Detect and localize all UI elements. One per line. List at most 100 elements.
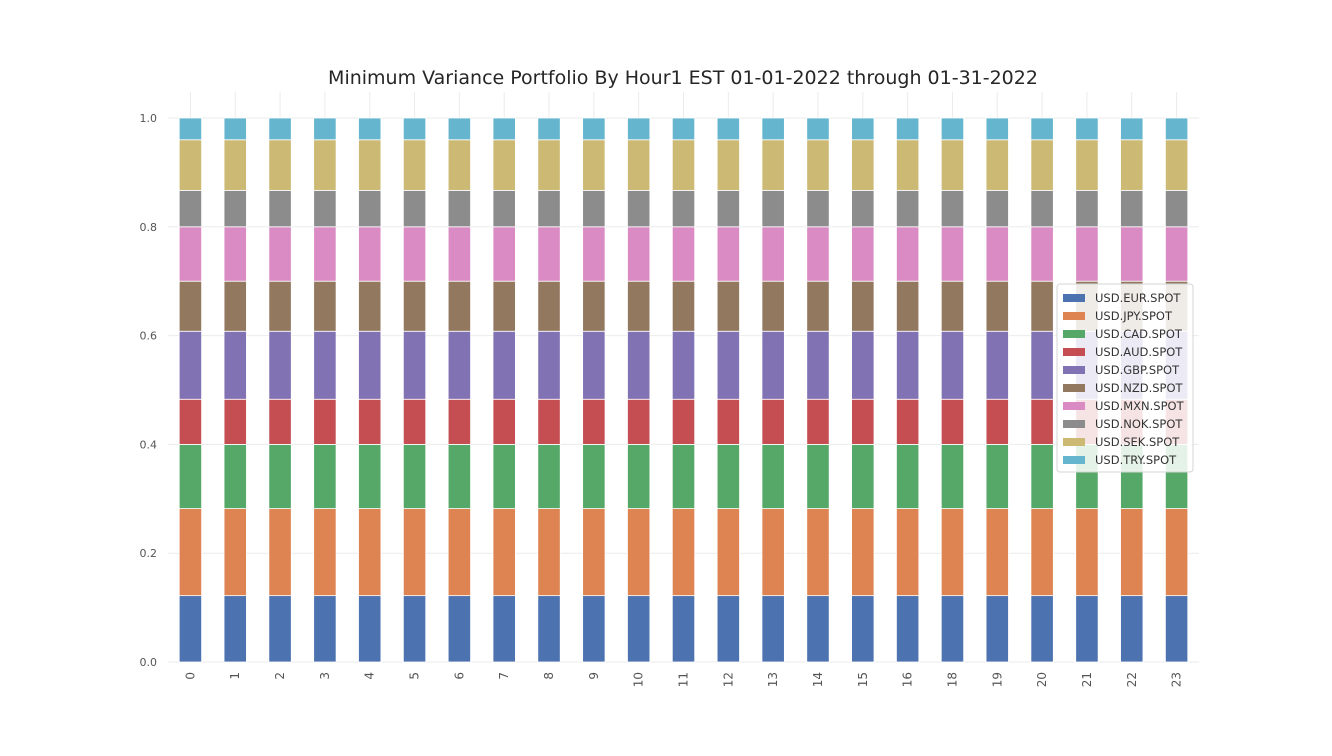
y-tick-label: 0.0 [140, 656, 158, 669]
bar-segment-usd-sek-spot [896, 139, 920, 191]
bar-segment-usd-try-spot [806, 117, 830, 141]
x-tick-label: 0 [183, 672, 197, 680]
y-tick-label: 1.0 [140, 112, 158, 125]
bar-stack-1 [223, 117, 247, 663]
bar-segment-usd-aud-spot [537, 398, 561, 445]
legend-box [1056, 283, 1194, 473]
bar-segment-usd-gbp-spot [985, 330, 1009, 400]
bar-segment-usd-nzd-spot [985, 280, 1009, 332]
bar-segment-usd-mxn-spot [1030, 226, 1054, 282]
x-tick-label: 5 [408, 672, 422, 680]
bar-segment-usd-jpy-spot [313, 508, 337, 597]
bar-segment-usd-eur-spot [537, 595, 561, 663]
bar-segment-usd-aud-spot [806, 398, 830, 445]
bar-segment-usd-try-spot [671, 117, 696, 141]
bar-stack-8 [537, 117, 561, 663]
bar-segment-usd-nok-spot [402, 189, 427, 228]
bar-segment-usd-sek-spot [985, 139, 1009, 191]
bar-segment-usd-cad-spot [940, 443, 965, 509]
bar-segment-usd-cad-spot [268, 443, 292, 509]
bar-segment-usd-gbp-spot [761, 330, 785, 400]
x-tick-label: 16 [901, 672, 915, 687]
bar-segment-usd-sek-spot [627, 139, 651, 191]
bar-segment-usd-mxn-spot [896, 226, 920, 282]
legend-label: USD.CAD.SPOT [1095, 327, 1183, 341]
bar-segment-usd-mxn-spot [582, 226, 606, 282]
bar-segment-usd-sek-spot [806, 139, 830, 191]
legend-label: USD.GBP.SPOT [1095, 363, 1180, 377]
bar-segment-usd-try-spot [761, 117, 785, 141]
bar-segment-usd-try-spot [358, 117, 382, 141]
bar-segment-usd-mxn-spot [268, 226, 292, 282]
bar-segment-usd-sek-spot [582, 139, 606, 191]
bar-segment-usd-jpy-spot [716, 508, 740, 597]
bar-segment-usd-eur-spot [627, 595, 651, 663]
bar-segment-usd-try-spot [940, 117, 965, 141]
bar-segment-usd-eur-spot [806, 595, 830, 663]
bar-segment-usd-sek-spot [313, 139, 337, 191]
bar-segment-usd-try-spot [716, 117, 740, 141]
bar-segment-usd-aud-spot [358, 398, 382, 445]
bar-stack-20 [1030, 117, 1054, 663]
bar-segment-usd-sek-spot [940, 139, 965, 191]
bar-segment-usd-jpy-spot [582, 508, 606, 597]
bar-segment-usd-try-spot [268, 117, 292, 141]
bar-segment-usd-gbp-spot [716, 330, 740, 400]
bar-segment-usd-cad-spot [178, 443, 203, 509]
bar-stack-14 [806, 117, 830, 663]
bar-segment-usd-eur-spot [492, 595, 516, 663]
bar-stack-18 [940, 117, 965, 663]
bar-segment-usd-mxn-spot [851, 226, 875, 282]
bar-segment-usd-mxn-spot [537, 226, 561, 282]
bar-segment-usd-gbp-spot [447, 330, 471, 400]
bar-segment-usd-eur-spot [223, 595, 247, 663]
legend-swatch [1063, 402, 1085, 410]
bar-segment-usd-aud-spot [761, 398, 785, 445]
bar-segment-usd-cad-spot [761, 443, 785, 509]
bar-segment-usd-jpy-spot [985, 508, 1009, 597]
x-tick-label: 18 [945, 672, 959, 687]
bar-stack-9 [582, 117, 606, 663]
bar-segment-usd-gbp-spot [178, 330, 203, 400]
bar-segment-usd-jpy-spot [761, 508, 785, 597]
bar-segment-usd-sek-spot [671, 139, 696, 191]
bar-segment-usd-try-spot [985, 117, 1009, 141]
bar-segment-usd-nok-spot [1030, 189, 1054, 228]
bar-segment-usd-cad-spot [313, 443, 337, 509]
bar-segment-usd-try-spot [851, 117, 875, 141]
bar-segment-usd-sek-spot [716, 139, 740, 191]
bar-stack-7 [492, 117, 516, 663]
bar-stack-6 [447, 117, 471, 663]
bar-segment-usd-nok-spot [268, 189, 292, 228]
legend: USD.EUR.SPOT USD.JPY.SPOT USD.CAD.SPOT USD.… [1056, 283, 1194, 473]
bar-segment-usd-mxn-spot [223, 226, 247, 282]
bar-segment-usd-sek-spot [492, 139, 516, 191]
bar-segment-usd-nok-spot [896, 189, 920, 228]
x-tick-label: 8 [542, 672, 556, 680]
bar-segment-usd-jpy-spot [940, 508, 965, 597]
bar-segment-usd-jpy-spot [1120, 508, 1144, 597]
bar-segment-usd-eur-spot [268, 595, 292, 663]
bar-segment-usd-nok-spot [1164, 189, 1189, 228]
y-tick-label: 0.6 [140, 330, 158, 343]
bar-segment-usd-mxn-spot [492, 226, 516, 282]
bar-segment-usd-eur-spot [1120, 595, 1144, 663]
bar-segment-usd-eur-spot [1075, 595, 1099, 663]
bar-segment-usd-nok-spot [582, 189, 606, 228]
legend-swatch [1063, 420, 1085, 428]
x-tick-label: 1 [228, 672, 242, 680]
bar-segment-usd-try-spot [582, 117, 606, 141]
bar-segment-usd-eur-spot [985, 595, 1009, 663]
bar-segment-usd-nok-spot [985, 189, 1009, 228]
bar-segment-usd-nzd-spot [627, 280, 651, 332]
bar-segment-usd-jpy-spot [537, 508, 561, 597]
bar-segment-usd-nok-spot [223, 189, 247, 228]
bar-segment-usd-jpy-spot [223, 508, 247, 597]
bar-stack-4 [358, 117, 382, 663]
bar-segment-usd-eur-spot [178, 595, 203, 663]
bar-segment-usd-eur-spot [1164, 595, 1189, 663]
x-tick-label: 22 [1125, 672, 1139, 687]
bar-segment-usd-sek-spot [537, 139, 561, 191]
bar-segment-usd-jpy-spot [178, 508, 203, 597]
bar-segment-usd-eur-spot [1030, 595, 1054, 663]
